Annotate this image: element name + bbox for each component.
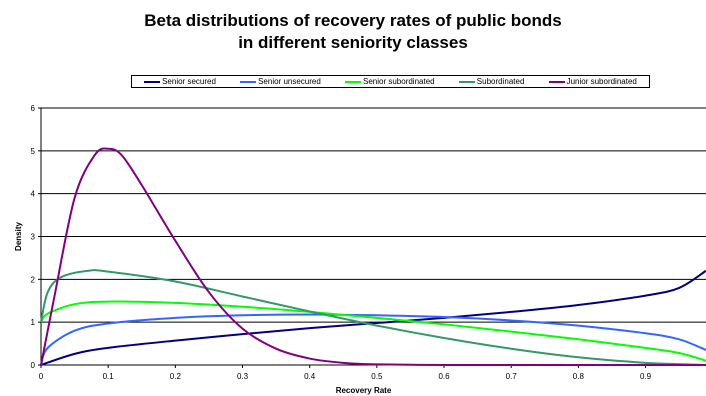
y-tick-label: 4: [31, 190, 36, 199]
x-tick-label: 0.4: [304, 372, 316, 381]
series-line-subordinated: [40, 269, 706, 366]
y-tick-label: 3: [31, 233, 36, 242]
x-tick-label: 0.3: [237, 372, 249, 381]
y-tick-label: 5: [31, 147, 36, 156]
legend-entry-junior-subordinated: Junior subordinated: [548, 77, 637, 86]
legend-entry-senior-secured: Senior secured: [144, 77, 216, 86]
x-tick-label: 0.5: [371, 372, 383, 381]
chart-title-line-2: in different seniority classes: [238, 33, 468, 52]
legend-label-senior-secured: Senior secured: [162, 77, 216, 86]
series-line-senior-subordinated: [40, 300, 706, 362]
legend-swatch-subordinated: [458, 80, 475, 83]
chart-title-line-1: Beta distributions of recovery rates of …: [144, 11, 562, 30]
x-tick-label: 0.7: [506, 372, 518, 381]
x-axis-label: Recovery Rate: [336, 386, 392, 395]
y-axis-label: Density: [14, 222, 23, 251]
legend-swatch-senior-unsecured: [240, 80, 257, 83]
legend-label-senior-subordinated: Senior subordinated: [363, 77, 435, 86]
series-line-junior-subordinated: [40, 147, 706, 367]
legend-entry-subordinated: Subordinated: [458, 77, 525, 86]
x-tick-label: 0.9: [640, 372, 652, 381]
legend-entry-senior-unsecured: Senior unsecured: [240, 77, 321, 86]
legend: Senior secured Senior unsecured Senior sub…: [131, 75, 650, 88]
legend-entry-senior-subordinated: Senior subordinated: [345, 77, 435, 86]
x-tick-label: 0.8: [573, 372, 585, 381]
x-tick-label: 0.6: [438, 372, 450, 381]
legend-swatch-senior-secured: [144, 80, 161, 83]
y-tick-label: 6: [31, 104, 36, 113]
legend-label-subordinated: Subordinated: [476, 77, 525, 86]
legend-swatch-senior-subordinated: [345, 80, 361, 83]
chart-title: Beta distributions of recovery rates of …: [0, 10, 706, 54]
y-tick-label: 1: [31, 318, 36, 327]
legend-label-junior-subordinated: Junior subordinated: [566, 77, 637, 86]
x-tick-label: 0: [39, 372, 44, 381]
legend-swatch-junior-subordinated: [548, 80, 565, 83]
series-line-senior-secured: [40, 269, 706, 366]
y-tick-label: 2: [31, 275, 36, 284]
x-tick-label: 0.2: [170, 372, 182, 381]
legend-label-senior-unsecured: Senior unsecured: [258, 77, 321, 86]
y-tick-label: 0: [31, 361, 36, 370]
x-tick-label: 0.1: [103, 372, 115, 381]
